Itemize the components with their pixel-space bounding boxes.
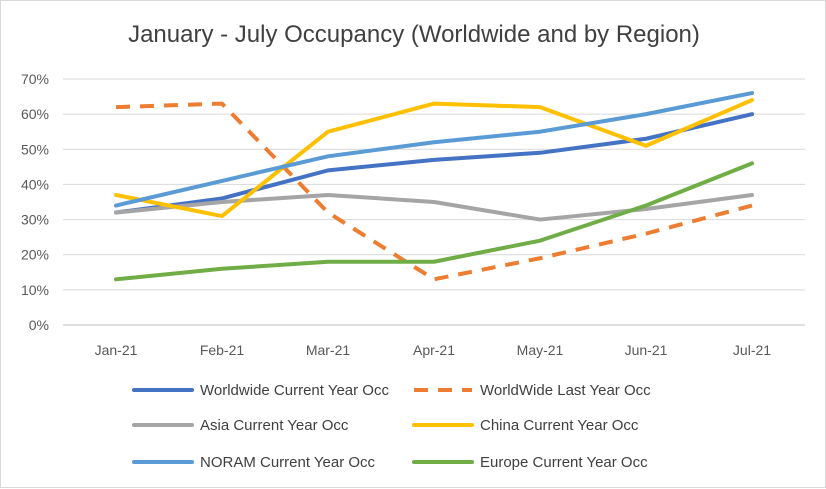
x-tick-label: Jun-21 <box>625 342 668 358</box>
legend-label: Worldwide Current Year Occ <box>200 382 389 399</box>
y-tick-label: 0% <box>29 317 49 333</box>
legend-label: NORAM Current Year Occ <box>200 454 376 471</box>
series-line <box>114 192 754 222</box>
y-tick-label: 70% <box>21 71 49 87</box>
x-tick-label: Mar-21 <box>306 342 351 358</box>
legend: Worldwide Current Year Occ WorldWide Last… <box>132 382 651 471</box>
legend-label: Europe Current Year Occ <box>480 454 648 471</box>
y-tick-label: 60% <box>21 106 49 122</box>
chart-title: January - July Occupancy (Worldwide and … <box>128 21 700 48</box>
series-line <box>114 112 754 215</box>
legend-label: China Current Year Occ <box>480 417 639 434</box>
series-line <box>115 101 753 282</box>
x-tick-label: Jul-21 <box>733 342 771 358</box>
series-lines <box>114 91 754 282</box>
x-tick-label: Feb-21 <box>200 342 245 358</box>
x-tick-label: Apr-21 <box>413 342 455 358</box>
series-line <box>114 91 754 208</box>
y-tick-label: 10% <box>21 282 49 298</box>
axes: 0% 10% 20% 30% 40% 50% 60% 70% Jan-21 Feb-21 Mar-2… <box>21 71 805 358</box>
legend-label: Asia Current Year Occ <box>200 417 349 434</box>
x-tick-label: Jan-21 <box>95 342 138 358</box>
y-tick-label: 50% <box>21 141 49 157</box>
y-tick-label: 20% <box>21 247 49 263</box>
series-line <box>114 98 754 219</box>
legend-label: WorldWide Last Year Occ <box>480 382 651 399</box>
y-tick-label: 40% <box>21 176 49 192</box>
y-tick-label: 30% <box>21 212 49 228</box>
x-tick-label: May-21 <box>517 342 564 358</box>
series-line <box>114 161 754 282</box>
